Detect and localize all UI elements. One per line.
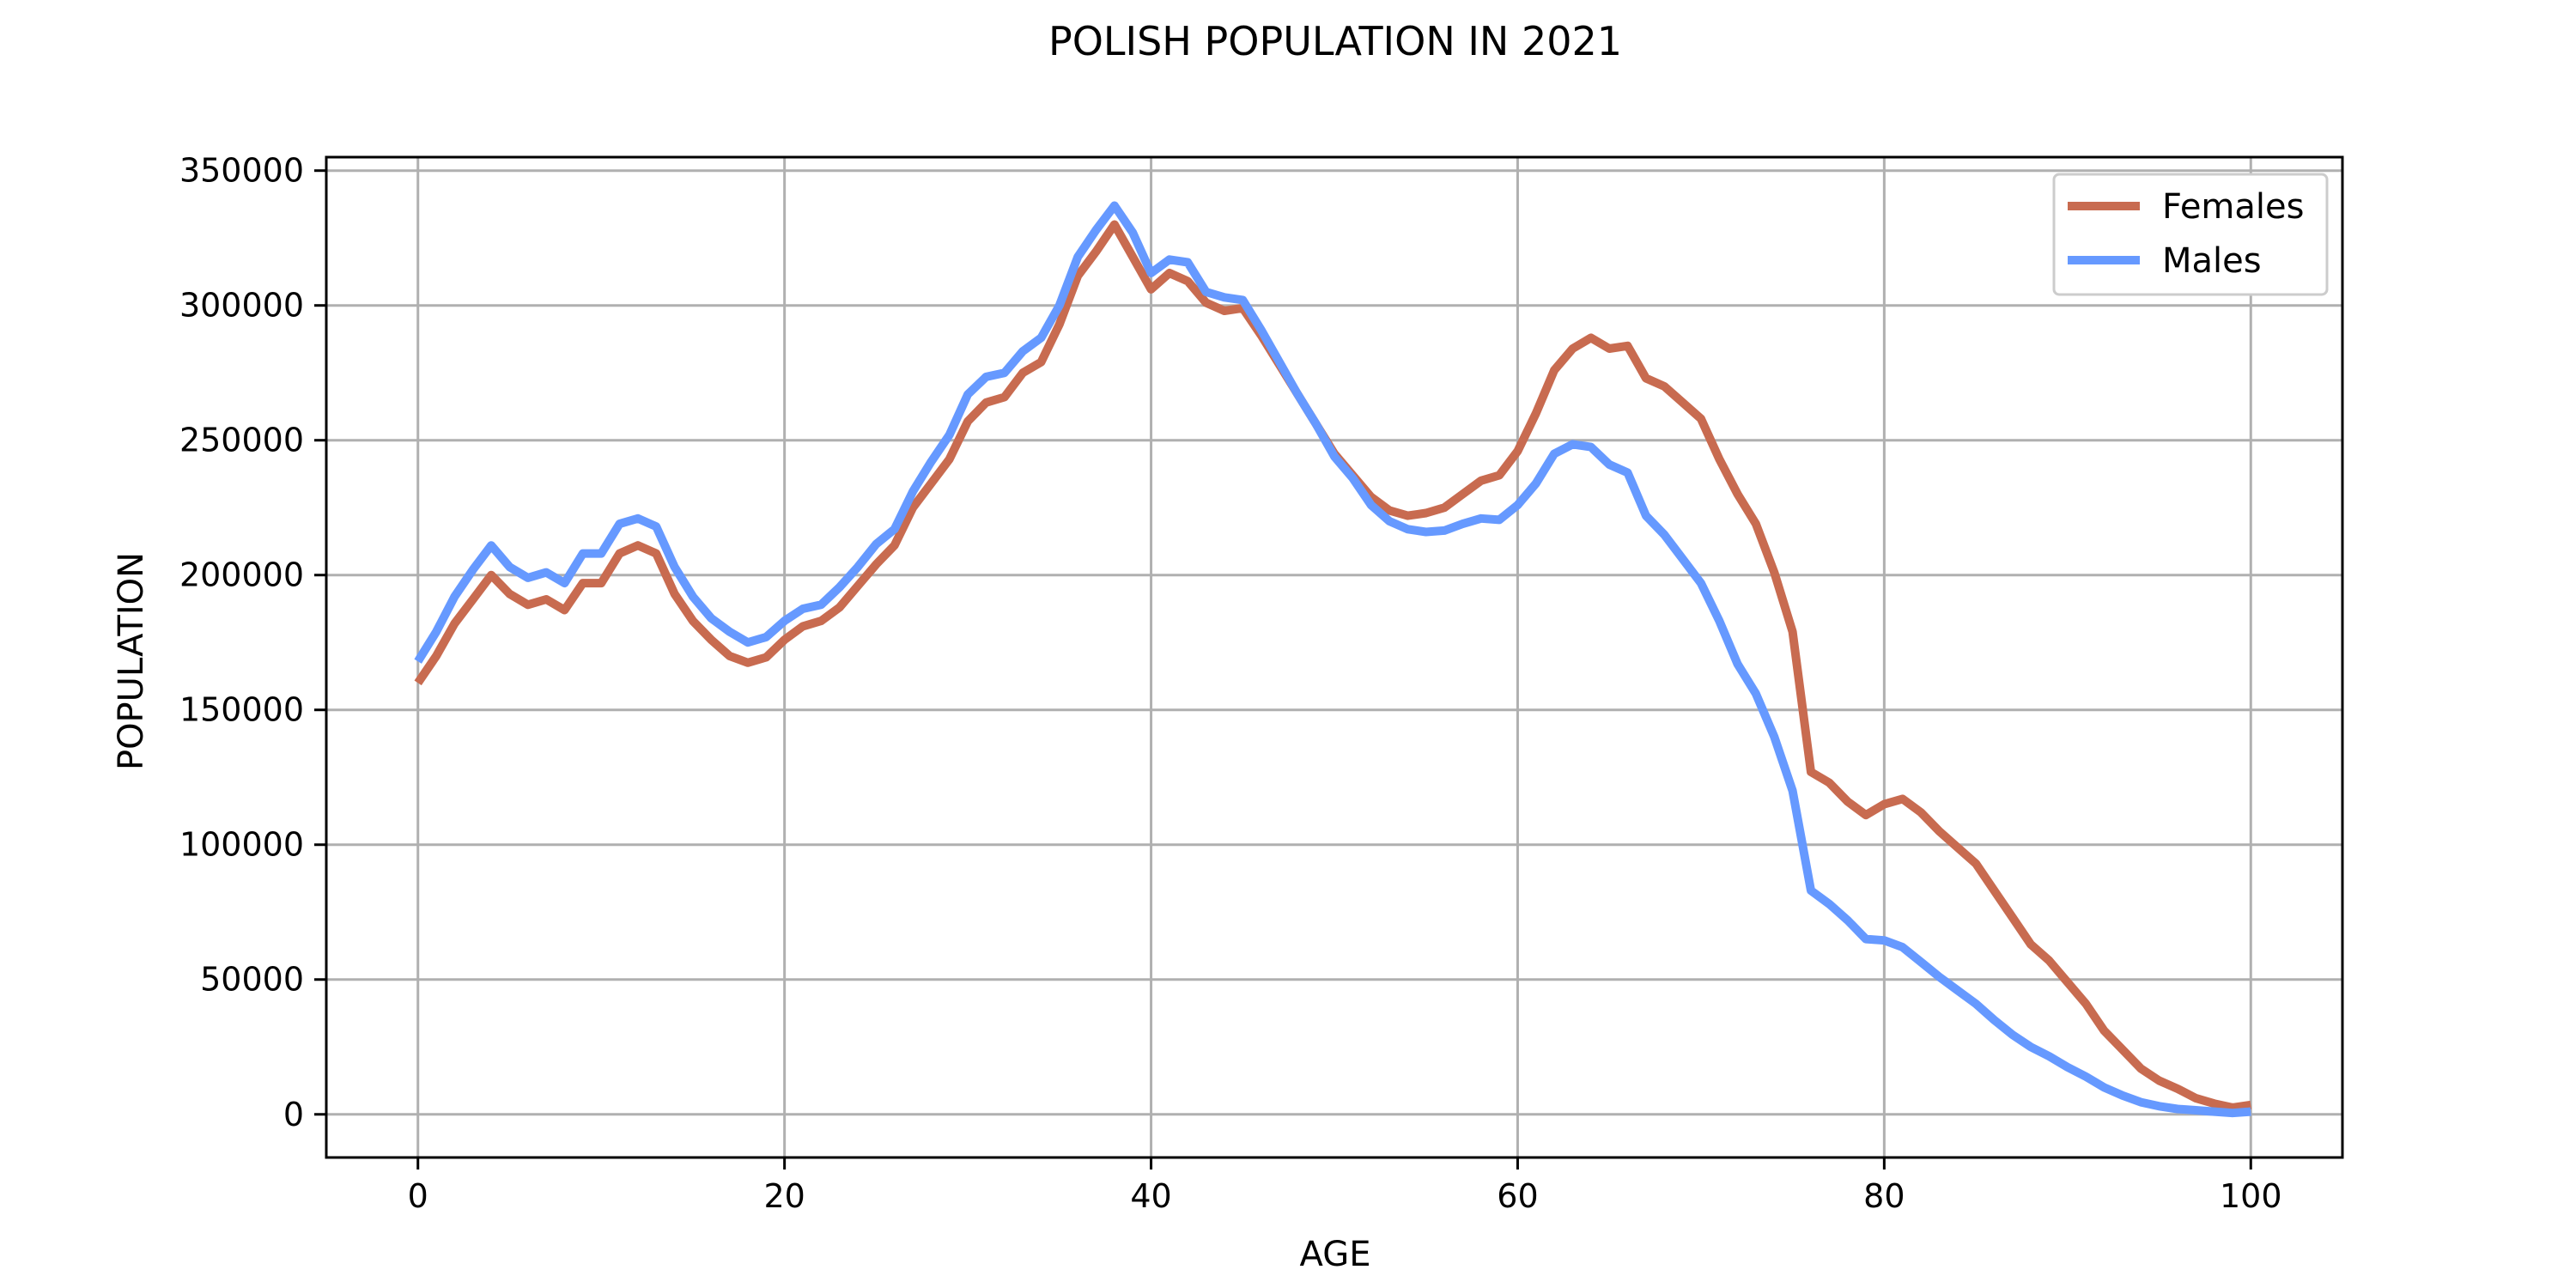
x-axis-label: AGE — [1300, 1235, 1371, 1274]
x-tick-label: 40 — [1130, 1177, 1171, 1215]
y-tick-label: 200000 — [179, 556, 304, 594]
y-tick-label: 250000 — [179, 422, 304, 459]
y-tick-label: 150000 — [179, 691, 304, 729]
x-tick-label: 60 — [1497, 1177, 1538, 1215]
legend: Females Males — [2052, 173, 2329, 296]
x-tick-label: 20 — [763, 1177, 805, 1215]
series-layer — [414, 201, 2252, 1118]
x-tick-label: 0 — [408, 1177, 428, 1215]
x-tick-label: 100 — [2220, 1177, 2282, 1215]
plot-frame — [325, 155, 2344, 1159]
x-tick-label: 80 — [1863, 1177, 1905, 1215]
y-tick-label: 350000 — [179, 152, 304, 190]
series-line-females — [414, 220, 2252, 1112]
y-tick-label: 50000 — [200, 961, 304, 999]
legend-label-females: Females — [2162, 187, 2304, 227]
y-axis-label: POPULATION — [112, 552, 151, 770]
chart-title: POLISH POPULATION IN 2021 — [1048, 18, 1622, 64]
legend-label-males: Males — [2162, 241, 2262, 281]
y-tick-label: 0 — [283, 1096, 304, 1133]
series-line-males — [414, 201, 2251, 1118]
grid-layer — [326, 157, 2342, 1157]
ticks-layer: 0 20 40 60 80 100 0 50000 100000 150000 200000 2500… — [179, 152, 2282, 1215]
y-tick-label: 100000 — [179, 826, 304, 864]
y-tick-label: 300000 — [179, 287, 304, 325]
